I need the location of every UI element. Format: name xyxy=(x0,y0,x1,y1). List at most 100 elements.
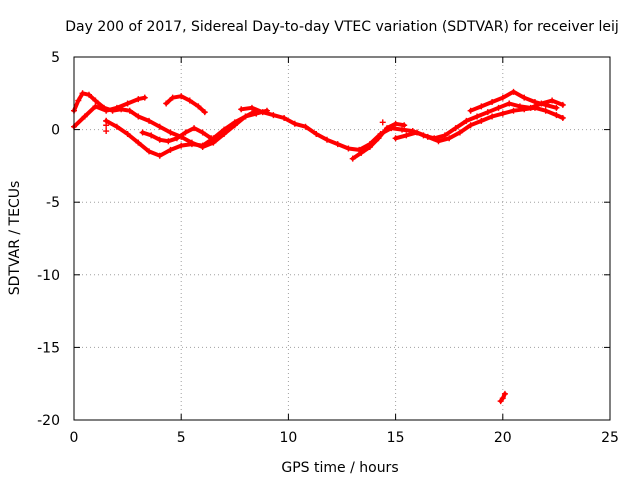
data-point xyxy=(510,88,517,95)
series-sat-j xyxy=(497,390,508,405)
data-point xyxy=(559,101,566,108)
data-point xyxy=(467,107,474,114)
chart-title: Day 200 of 2017, Sidereal Day-to-day VTE… xyxy=(65,19,619,35)
data-point xyxy=(124,100,131,107)
data-point xyxy=(474,113,481,120)
data-point xyxy=(452,125,459,132)
data-point xyxy=(191,125,198,132)
data-point xyxy=(345,145,352,152)
series-track-sat-e xyxy=(164,94,207,115)
data-point xyxy=(182,129,189,136)
data-point xyxy=(542,101,549,108)
y-tick-label: 5 xyxy=(51,50,60,66)
data-point xyxy=(75,97,82,104)
data-point xyxy=(542,107,549,114)
data-point xyxy=(141,94,148,101)
data-point xyxy=(156,152,163,159)
data-point xyxy=(531,104,538,111)
series-sat-f xyxy=(238,97,566,153)
data-point xyxy=(281,114,288,121)
data-point xyxy=(135,96,142,103)
data-point xyxy=(302,123,309,130)
series-sat-i xyxy=(467,88,560,114)
data-point xyxy=(399,126,406,133)
data-point xyxy=(139,129,146,136)
data-point xyxy=(92,97,99,104)
data-point xyxy=(435,138,442,145)
data-point xyxy=(221,126,228,133)
data-point xyxy=(323,136,330,143)
data-point xyxy=(148,132,155,139)
data-point xyxy=(358,149,365,156)
series-track-sat-b xyxy=(72,95,147,129)
isolated-point xyxy=(103,117,110,124)
data-point xyxy=(424,133,431,140)
y-axis-label: SDTVAR / TECUs xyxy=(7,181,23,296)
data-point xyxy=(499,395,506,402)
data-point xyxy=(146,117,153,124)
data-point xyxy=(173,135,180,142)
plot-frame xyxy=(73,56,611,421)
data-point xyxy=(92,103,99,110)
data-point xyxy=(156,136,163,143)
series-sat-h xyxy=(392,104,566,145)
x-tick-label: 25 xyxy=(601,430,619,446)
data-point xyxy=(349,155,356,162)
data-point xyxy=(531,99,538,106)
data-point xyxy=(403,132,410,139)
isolated-point xyxy=(379,119,386,126)
data-point xyxy=(146,148,153,155)
data-point xyxy=(248,104,255,111)
data-point xyxy=(401,122,408,129)
data-point xyxy=(392,120,399,127)
data-point xyxy=(126,107,133,114)
data-point xyxy=(113,123,120,130)
data-series-layer xyxy=(71,88,566,405)
data-point xyxy=(165,138,172,145)
data-point xyxy=(188,141,195,148)
data-point xyxy=(186,97,193,104)
isolated-point xyxy=(103,128,110,135)
grid xyxy=(74,57,610,420)
y-tick-label: -5 xyxy=(46,195,60,211)
data-point xyxy=(549,97,556,104)
data-point xyxy=(167,146,174,153)
data-point xyxy=(375,135,382,142)
data-point xyxy=(521,106,528,113)
data-point xyxy=(291,120,298,127)
data-point xyxy=(208,135,215,142)
x-tick-label: 5 xyxy=(177,430,186,446)
x-tick-label: 15 xyxy=(387,430,405,446)
data-point xyxy=(178,93,185,100)
data-point xyxy=(195,103,202,110)
data-point xyxy=(484,109,491,116)
data-point xyxy=(521,94,528,101)
data-point xyxy=(178,142,185,149)
data-point xyxy=(169,94,176,101)
data-point xyxy=(366,144,373,151)
data-point xyxy=(506,100,513,107)
data-point xyxy=(201,109,208,116)
series-sat-b xyxy=(71,94,148,130)
y-tick-label: -10 xyxy=(37,268,60,284)
data-point xyxy=(259,109,266,116)
data-point xyxy=(135,139,142,146)
data-point xyxy=(135,113,142,120)
data-point xyxy=(81,113,88,120)
data-point xyxy=(499,94,506,101)
data-point xyxy=(456,129,463,136)
data-point xyxy=(103,107,110,114)
data-point xyxy=(414,129,421,136)
data-point xyxy=(463,117,470,124)
data-point xyxy=(242,113,249,120)
data-point xyxy=(199,142,206,149)
series-sat-g xyxy=(349,120,408,162)
data-point xyxy=(270,112,277,119)
data-point xyxy=(79,90,86,97)
data-point xyxy=(313,130,320,137)
data-point xyxy=(199,129,206,136)
data-point xyxy=(384,125,391,132)
data-point xyxy=(124,130,131,137)
x-tick-label: 20 xyxy=(494,430,512,446)
